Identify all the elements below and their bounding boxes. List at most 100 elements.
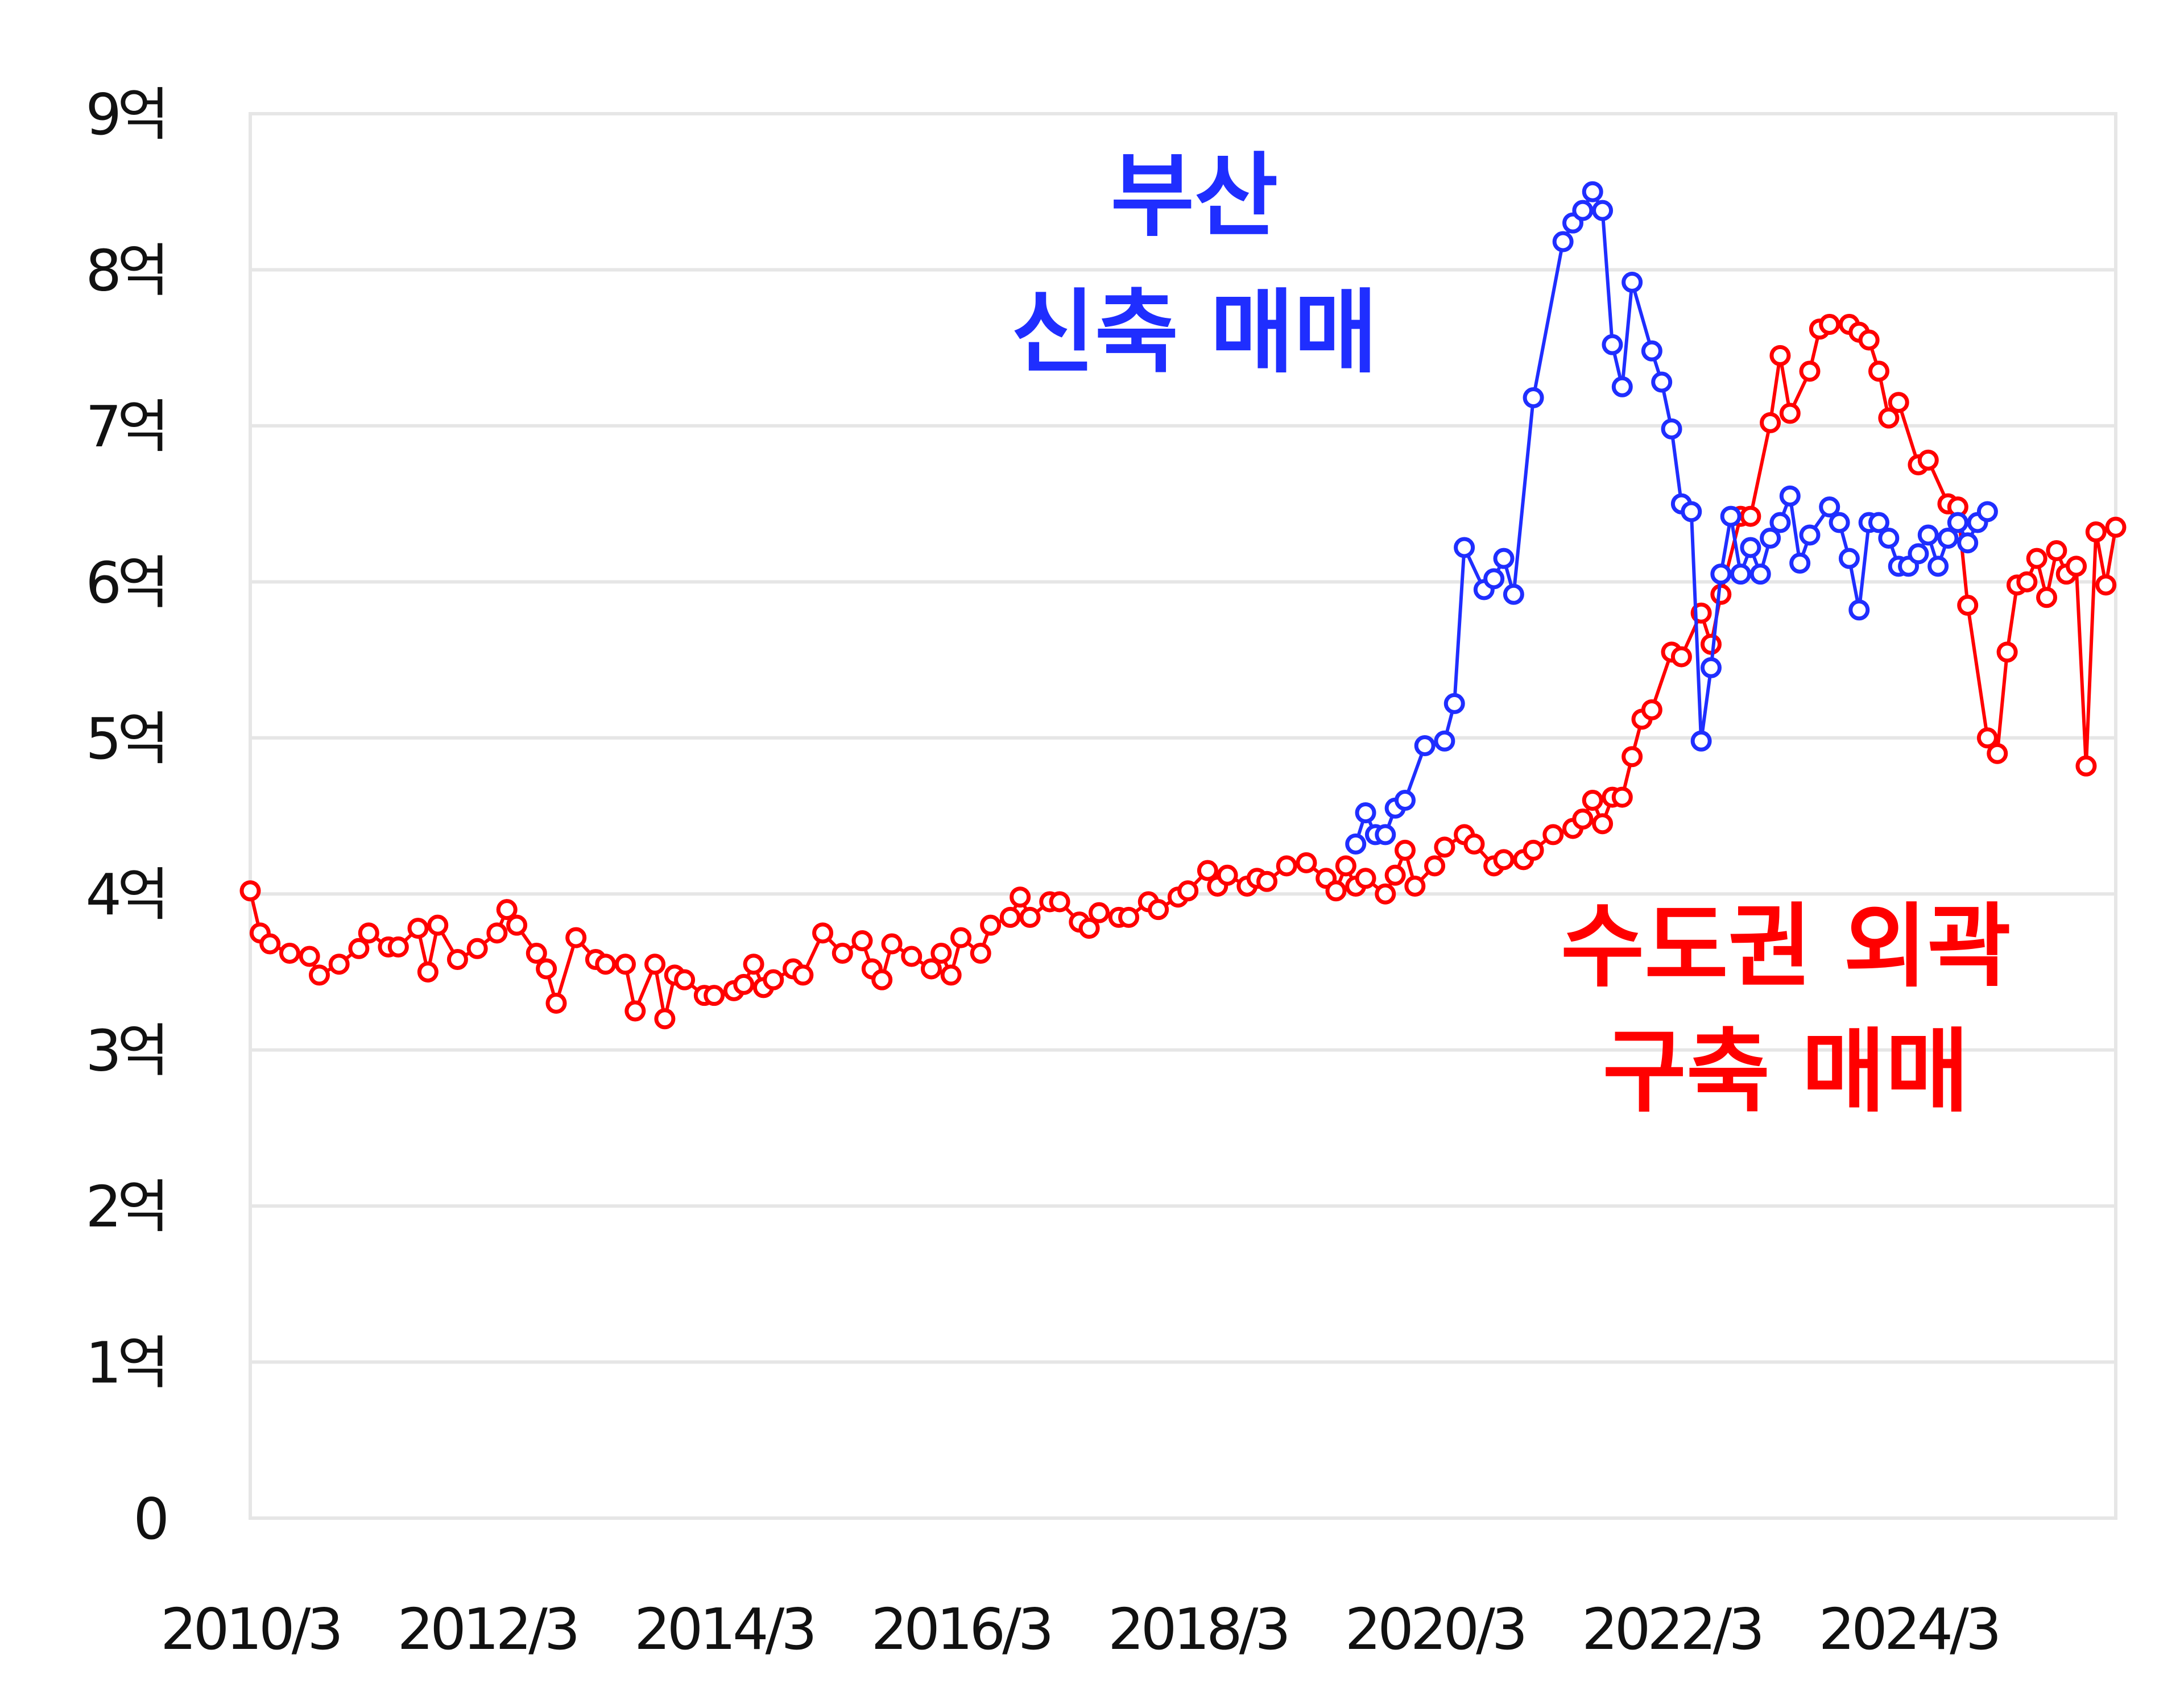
- data-point: [1908, 543, 1929, 565]
- data-point: [1572, 808, 1594, 830]
- data-point: [1355, 802, 1376, 824]
- data-point: [1769, 345, 1791, 366]
- data-point: [1582, 790, 1603, 811]
- data-point: [881, 933, 903, 955]
- data-point: [1957, 595, 1979, 616]
- data-point: [1078, 918, 1100, 939]
- data-point: [1088, 902, 1110, 923]
- data-point: [2036, 587, 2058, 608]
- y-tick-label: 6억: [85, 549, 165, 616]
- data-point: [1345, 833, 1367, 855]
- data-point: [526, 943, 547, 964]
- data-point: [1010, 886, 1031, 908]
- x-tick-label: 2018/3: [1108, 1596, 1288, 1663]
- data-point: [1404, 876, 1426, 897]
- data-point: [1996, 641, 2018, 663]
- data-point: [1523, 839, 1544, 861]
- y-tick-label: 5억: [85, 706, 165, 772]
- data-point: [348, 938, 370, 959]
- data-point: [387, 936, 409, 958]
- data-point: [1523, 387, 1544, 408]
- x-tick-label: 2016/3: [871, 1596, 1051, 1663]
- data-point: [812, 922, 834, 944]
- data-point: [1454, 537, 1475, 558]
- data-point: [1572, 200, 1594, 221]
- data-point: [1947, 512, 1968, 533]
- data-point: [2026, 548, 2048, 569]
- data-point: [940, 964, 962, 986]
- data-point: [1335, 855, 1356, 877]
- data-point: [930, 943, 952, 964]
- data-point: [2075, 755, 2097, 777]
- data-point: [1542, 824, 1564, 845]
- data-point: [1878, 407, 1900, 429]
- data-point: [1760, 527, 1781, 549]
- data-point: [1690, 730, 1712, 752]
- data-point: [1799, 360, 1821, 382]
- data-point: [1987, 743, 2008, 764]
- data-point: [1789, 552, 1811, 574]
- data-point: [1375, 883, 1396, 905]
- y-axis-tick-labels: 0 1억 2억 3억 4억 5억 6억 7억 8억 9억: [85, 81, 170, 1552]
- data-point: [1414, 735, 1436, 756]
- plot-area-frame: [249, 112, 2117, 1520]
- data-point: [1819, 496, 1840, 518]
- data-point: [1434, 836, 1455, 858]
- data-point: [1375, 824, 1396, 845]
- data-point: [545, 992, 567, 1014]
- data-point: [407, 918, 429, 939]
- data-point: [743, 954, 764, 975]
- data-point: [1888, 392, 1909, 413]
- data-point: [506, 914, 528, 936]
- data-point: [1868, 360, 1889, 382]
- x-tick-label: 2022/3: [1582, 1596, 1761, 1663]
- data-point: [851, 930, 873, 952]
- data-point: [1848, 599, 1870, 621]
- data-point: [1838, 548, 1860, 569]
- x-axis-tick-labels: 2010/3 2012/3 2014/3 2016/3 2018/3 2020/3 2022…: [160, 1596, 2001, 1663]
- data-point: [654, 1008, 676, 1030]
- data-point: [614, 954, 636, 975]
- data-point: [1177, 880, 1199, 902]
- data-point: [358, 922, 379, 944]
- y-tick-label: 3억: [85, 1018, 165, 1084]
- data-point: [1670, 646, 1692, 668]
- data-point: [1769, 512, 1791, 533]
- data-point: [1611, 786, 1633, 808]
- data-point: [1641, 340, 1662, 362]
- x-tick-label: 2024/3: [1819, 1596, 1999, 1663]
- data-point: [1760, 412, 1781, 433]
- series-0: [239, 314, 2127, 1030]
- data-point: [1661, 418, 1682, 440]
- data-point: [1611, 376, 1633, 397]
- data-point: [1730, 563, 1752, 585]
- data-point: [328, 954, 350, 975]
- data-point: [1217, 864, 1238, 886]
- data-point: [565, 927, 587, 948]
- data-point: [2066, 556, 2087, 577]
- data-point: [496, 899, 518, 921]
- data-point: [417, 961, 439, 983]
- data-point: [1740, 505, 1761, 527]
- data-point: [1602, 334, 1623, 355]
- data-point: [1384, 864, 1406, 886]
- data-point: [1957, 532, 1979, 554]
- data-point: [1976, 501, 1998, 523]
- y-tick-label: 0: [133, 1486, 166, 1552]
- data-point: [1256, 871, 1278, 892]
- data-point: [2105, 516, 2127, 538]
- data-point: [950, 927, 972, 948]
- data-point: [446, 948, 468, 970]
- data-point: [1019, 906, 1041, 928]
- data-point: [308, 964, 330, 986]
- y-tick-label: 8억: [85, 237, 165, 304]
- data-point: [486, 922, 508, 944]
- series-label: 신축 매매: [1011, 279, 1378, 386]
- data-point: [595, 954, 617, 975]
- data-point: [674, 969, 696, 990]
- series-label: 구축 매매: [1603, 1018, 1970, 1125]
- data-point: [920, 958, 942, 980]
- series-1: [1345, 181, 1998, 855]
